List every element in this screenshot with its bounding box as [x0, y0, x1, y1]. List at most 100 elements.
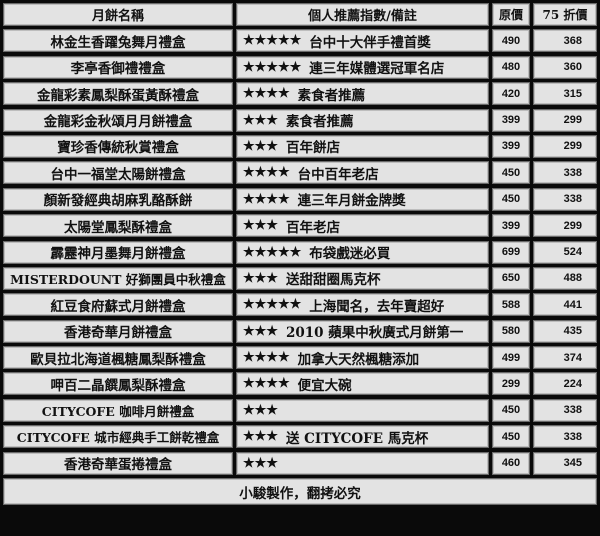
row-price: 480 [492, 55, 530, 79]
row-note-text: 素食者推薦 [285, 114, 354, 131]
row-price: 450 [492, 187, 530, 211]
rating-stars-icon: ★★★ [243, 429, 278, 445]
row-name: 金龍彩金秋頌月月餅禮盒 [3, 108, 233, 132]
row-name: 金龍彩素鳳梨酥蛋黃酥禮盒 [3, 82, 233, 106]
row-note-text: 送 CITYCOFE 馬克杯 [285, 430, 429, 447]
row-name: 香港奇華蛋捲禮盒 [3, 451, 233, 475]
row-discount: 299 [533, 214, 597, 238]
row-name: 紅豆食府蘇式月餅禮盒 [3, 293, 233, 317]
row-note-text: 便宜大碗 [297, 377, 352, 394]
row-price: 420 [492, 82, 530, 106]
row-price: 699 [492, 240, 530, 264]
rating-stars-icon: ★★★ [243, 112, 278, 128]
rating-stars-icon: ★★★★★ [243, 244, 302, 260]
row-name: 香港奇華月餅禮盒 [3, 319, 233, 343]
row-discount: 299 [533, 108, 597, 132]
mooncake-table: 月餅名稱 個人推薦指數/備註 原價 75 折價 林金生香躍兔舞月禮盒 ★★★★★ 台… [3, 3, 598, 506]
row-note-text: 送甜甜圈馬克杯 [285, 272, 381, 289]
row-discount: 338 [533, 187, 597, 211]
row-discount: 345 [533, 451, 597, 475]
row-discount: 224 [533, 372, 597, 396]
row-price: 460 [492, 451, 530, 475]
row-name: 顏新發經典胡麻乳酪酥餅 [3, 187, 233, 211]
footer-credit: 小駿製作，翻拷必究 [3, 478, 597, 506]
row-note-text: 連三年媒體選冠軍名店 [309, 61, 445, 78]
row-note: ★★★ 素食者推薦 [236, 108, 489, 132]
row-note: ★★★★ 加拿大天然楓糖添加 [236, 346, 489, 370]
row-name: CITYCOFE 咖啡月餅禮盒 [3, 398, 233, 422]
header-price: 原價 [492, 3, 530, 26]
row-note-text: 百年餅店 [285, 140, 340, 157]
row-name: 歐貝拉北海道楓糖鳳梨酥禮盒 [3, 346, 233, 370]
row-price: 450 [492, 161, 530, 185]
row-price: 399 [492, 214, 530, 238]
header-name: 月餅名稱 [3, 3, 233, 26]
row-note: ★★★★★ 布袋戲迷必買 [236, 240, 489, 264]
row-discount: 315 [533, 82, 597, 106]
row-discount: 374 [533, 346, 597, 370]
row-note: ★★★ [236, 451, 489, 475]
row-discount: 360 [533, 55, 597, 79]
header-note: 個人推薦指數/備註 [236, 3, 489, 26]
row-note-text: 布袋戲迷必買 [309, 246, 391, 263]
row-note: ★★★ 百年老店 [236, 214, 489, 238]
row-note: ★★★ 百年餅店 [236, 134, 489, 158]
rating-stars-icon: ★★★ [243, 270, 278, 286]
row-note: ★★★★ 素食者推薦 [236, 82, 489, 106]
row-price: 588 [492, 293, 530, 317]
row-price: 399 [492, 108, 530, 132]
row-note-text: 2010 蘋果中秋廣式月餅第一 [285, 325, 464, 342]
row-discount: 441 [533, 293, 597, 317]
row-name: MISTERDOUNT 好獅團員中秋禮盒 [3, 266, 233, 290]
row-discount: 524 [533, 240, 597, 264]
row-note: ★★★★★ 台中十大伴手禮首獎 [236, 29, 489, 53]
row-price: 450 [492, 398, 530, 422]
row-note-text: 台中百年老店 [297, 166, 379, 183]
row-note: ★★★ [236, 398, 489, 422]
row-note: ★★★★ 便宜大碗 [236, 372, 489, 396]
row-note-text: 連三年月餅金牌獎 [297, 193, 406, 210]
row-note-text: 素食者推薦 [297, 87, 366, 104]
row-name: 呷百二晶饌鳳梨酥禮盒 [3, 372, 233, 396]
row-price: 499 [492, 346, 530, 370]
row-note: ★★★★ 台中百年老店 [236, 161, 489, 185]
rating-stars-icon: ★★★ [243, 402, 278, 418]
row-discount: 338 [533, 161, 597, 185]
row-note: ★★★★ 連三年月餅金牌獎 [236, 187, 489, 211]
row-note-text: 台中十大伴手禮首獎 [309, 34, 431, 51]
rating-stars-icon: ★★★★ [243, 350, 290, 366]
rating-stars-icon: ★★★ [243, 455, 278, 471]
row-note: ★★★★★ 連三年媒體選冠軍名店 [236, 55, 489, 79]
row-name: 寶珍香傳統秋賞禮盒 [3, 134, 233, 158]
row-discount: 368 [533, 29, 597, 53]
row-name: 霹靂神月墨舞月餅禮盒 [3, 240, 233, 264]
row-note: ★★★★★ 上海聞名，去年賣超好 [236, 293, 489, 317]
rating-stars-icon: ★★★★ [243, 165, 290, 181]
row-name: CITYCOFE 城市經典手工餅乾禮盒 [3, 425, 233, 449]
rating-stars-icon: ★★★★★ [243, 59, 302, 75]
row-price: 650 [492, 266, 530, 290]
row-price: 490 [492, 29, 530, 53]
rating-stars-icon: ★★★★ [243, 376, 290, 392]
rating-stars-icon: ★★★★★ [243, 297, 302, 313]
row-discount: 338 [533, 425, 597, 449]
row-note: ★★★ 送甜甜圈馬克杯 [236, 266, 489, 290]
row-price: 399 [492, 134, 530, 158]
rating-stars-icon: ★★★ [243, 138, 278, 154]
row-name: 林金生香躍兔舞月禮盒 [3, 29, 233, 53]
row-note-text: 加拿大天然楓糖添加 [297, 351, 420, 368]
row-name: 台中一福堂太陽餅禮盒 [3, 161, 233, 185]
rating-stars-icon: ★★★ [243, 218, 278, 234]
row-name: 太陽堂鳳梨酥禮盒 [3, 214, 233, 238]
row-price: 450 [492, 425, 530, 449]
row-discount: 435 [533, 319, 597, 343]
rating-stars-icon: ★★★★ [243, 191, 290, 207]
rating-stars-icon: ★★★ [243, 323, 278, 339]
row-note-text: 百年老店 [285, 219, 340, 236]
row-discount: 488 [533, 266, 597, 290]
row-note-text: 上海聞名，去年賣超好 [309, 298, 445, 315]
row-name: 李亭香御禮禮盒 [3, 55, 233, 79]
header-discount: 75 折價 [533, 3, 597, 26]
row-discount: 338 [533, 398, 597, 422]
row-note: ★★★ 2010 蘋果中秋廣式月餅第一 [236, 319, 489, 343]
